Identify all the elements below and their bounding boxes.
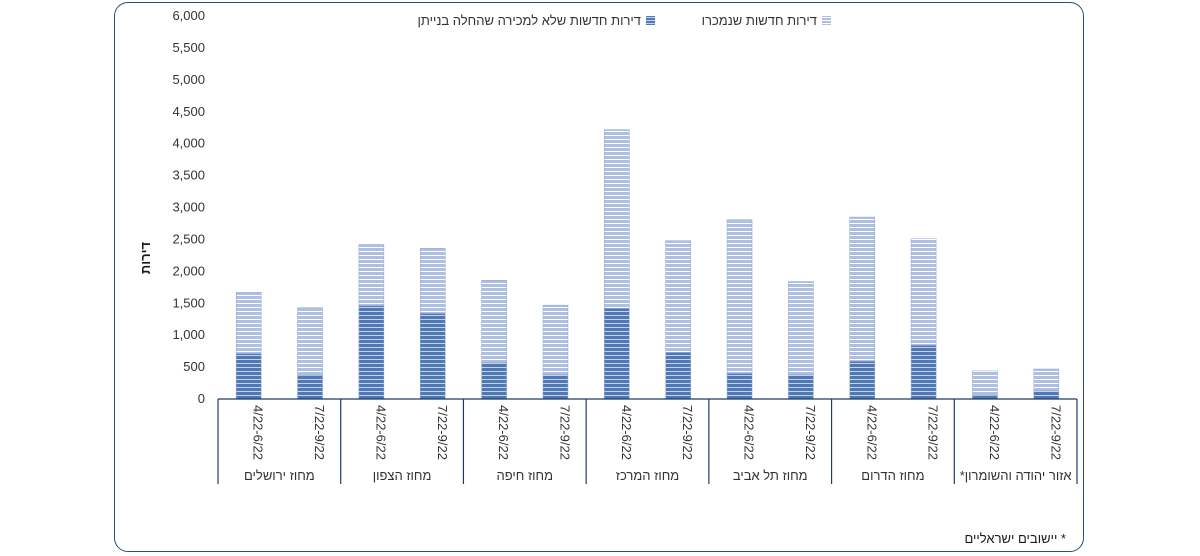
bar-segment-series-0 <box>849 361 875 400</box>
bar-segment-series-0 <box>665 352 691 400</box>
bar-segment-series-1 <box>665 240 691 353</box>
group-label: מחוז הצפון <box>373 468 432 483</box>
group-label: מחוז המרכז <box>616 468 679 483</box>
x-tick-label: 4/22-6/22 <box>619 405 634 460</box>
bar-segment-series-1 <box>788 281 814 375</box>
bar-segment-series-1 <box>972 370 998 396</box>
x-tick-label: 7/22-9/22 <box>312 405 327 460</box>
bar-segment-series-1 <box>420 248 446 314</box>
x-tick-label: 7/22-9/22 <box>926 405 941 460</box>
bar-segment-series-0 <box>542 374 569 400</box>
y-tick-label: 2,000 <box>172 263 205 278</box>
bar-segment-series-1 <box>481 280 507 363</box>
x-tick-label: 4/22-6/22 <box>496 405 511 460</box>
x-tick-label: 4/22-6/22 <box>987 405 1002 460</box>
footnote: * יישובים ישראליים <box>964 531 1066 546</box>
y-tick-label: 500 <box>183 359 205 374</box>
y-tick-label: 0 <box>198 391 205 406</box>
bar-segment-series-1 <box>542 304 569 375</box>
group-label: מחוז ירושלים <box>244 468 315 483</box>
bar-segment-series-0 <box>1033 390 1060 400</box>
bar-segment-series-0 <box>481 362 507 400</box>
bar-segment-series-0 <box>358 305 385 400</box>
bar-segment-series-1 <box>726 219 753 374</box>
y-tick-label: 2,500 <box>172 231 205 246</box>
y-tick-label: 4,500 <box>172 104 205 119</box>
x-tick-label: 7/22-9/22 <box>803 405 818 460</box>
bar-segment-series-1 <box>297 307 323 376</box>
x-tick-label: 4/22-6/22 <box>864 405 879 460</box>
y-tick-label: 5,500 <box>172 40 205 55</box>
x-tick-label: 7/22-9/22 <box>435 405 450 460</box>
y-axis: 6,000 5,500 5,000 4,500 4,000 3,500 3,000 2,500… <box>172 8 205 406</box>
bar-segment-series-0 <box>604 308 630 400</box>
bar-segment-series-0 <box>788 374 814 400</box>
bar-segment-series-0 <box>910 345 937 400</box>
x-tick-label: 4/22-6/22 <box>742 405 757 460</box>
y-tick-label: 1,000 <box>172 327 205 342</box>
y-tick-label: 6,000 <box>172 8 205 23</box>
bar-segment-series-0 <box>235 353 262 400</box>
bar-segment-series-1 <box>235 292 262 354</box>
group-label: מחוז תל אביב <box>733 468 808 483</box>
x-tick-label: 7/22-9/22 <box>1048 405 1063 460</box>
y-tick-label: 3,000 <box>172 200 205 215</box>
bar-segment-series-0 <box>420 313 446 400</box>
group-label: אזור יהודה והשומרון* <box>960 468 1072 483</box>
bar-segment-series-0 <box>726 373 753 400</box>
bar-segment-series-1 <box>604 129 630 309</box>
x-tick-label: 7/22-9/22 <box>680 405 695 460</box>
group-label: מחוז הדרום <box>861 468 924 483</box>
legend-label-series-1: דירות חדשות שנמכרו <box>702 13 817 28</box>
y-tick-label: 5,000 <box>172 72 205 87</box>
x-tick-label: 4/22-6/22 <box>373 405 388 460</box>
bars-layer <box>235 129 1060 400</box>
x-tick-label: 4/22-6/22 <box>251 405 266 460</box>
legend-swatch-series-1 <box>822 16 831 25</box>
legend-swatch-series-0 <box>646 16 655 25</box>
legend-label-series-0: דירות חדשות שלא למכירה שהחלה בנייתן <box>418 13 642 28</box>
x-tick-label: 7/22-9/22 <box>557 405 572 460</box>
bar-segment-series-1 <box>849 216 875 362</box>
y-tick-label: 4,000 <box>172 136 205 151</box>
bar-segment-series-0 <box>297 375 323 400</box>
chart-frame <box>114 2 1084 552</box>
bar-segment-series-1 <box>1033 368 1060 391</box>
y-tick-label: 3,500 <box>172 168 205 183</box>
y-tick-label: 1,500 <box>172 295 205 310</box>
y-axis-title: דירות <box>138 241 153 274</box>
bar-segment-series-1 <box>358 244 385 307</box>
group-label: מחוז חיפה <box>497 468 554 483</box>
bar-segment-series-1 <box>910 238 937 346</box>
legend: דירות חדשות שנמכרו דירות חדשות שלא למכיר… <box>418 13 831 28</box>
x-axis: 4/22-6/22 7/22-9/22 4/22-6/22 7/22-9/22 4/22… <box>217 398 1078 484</box>
